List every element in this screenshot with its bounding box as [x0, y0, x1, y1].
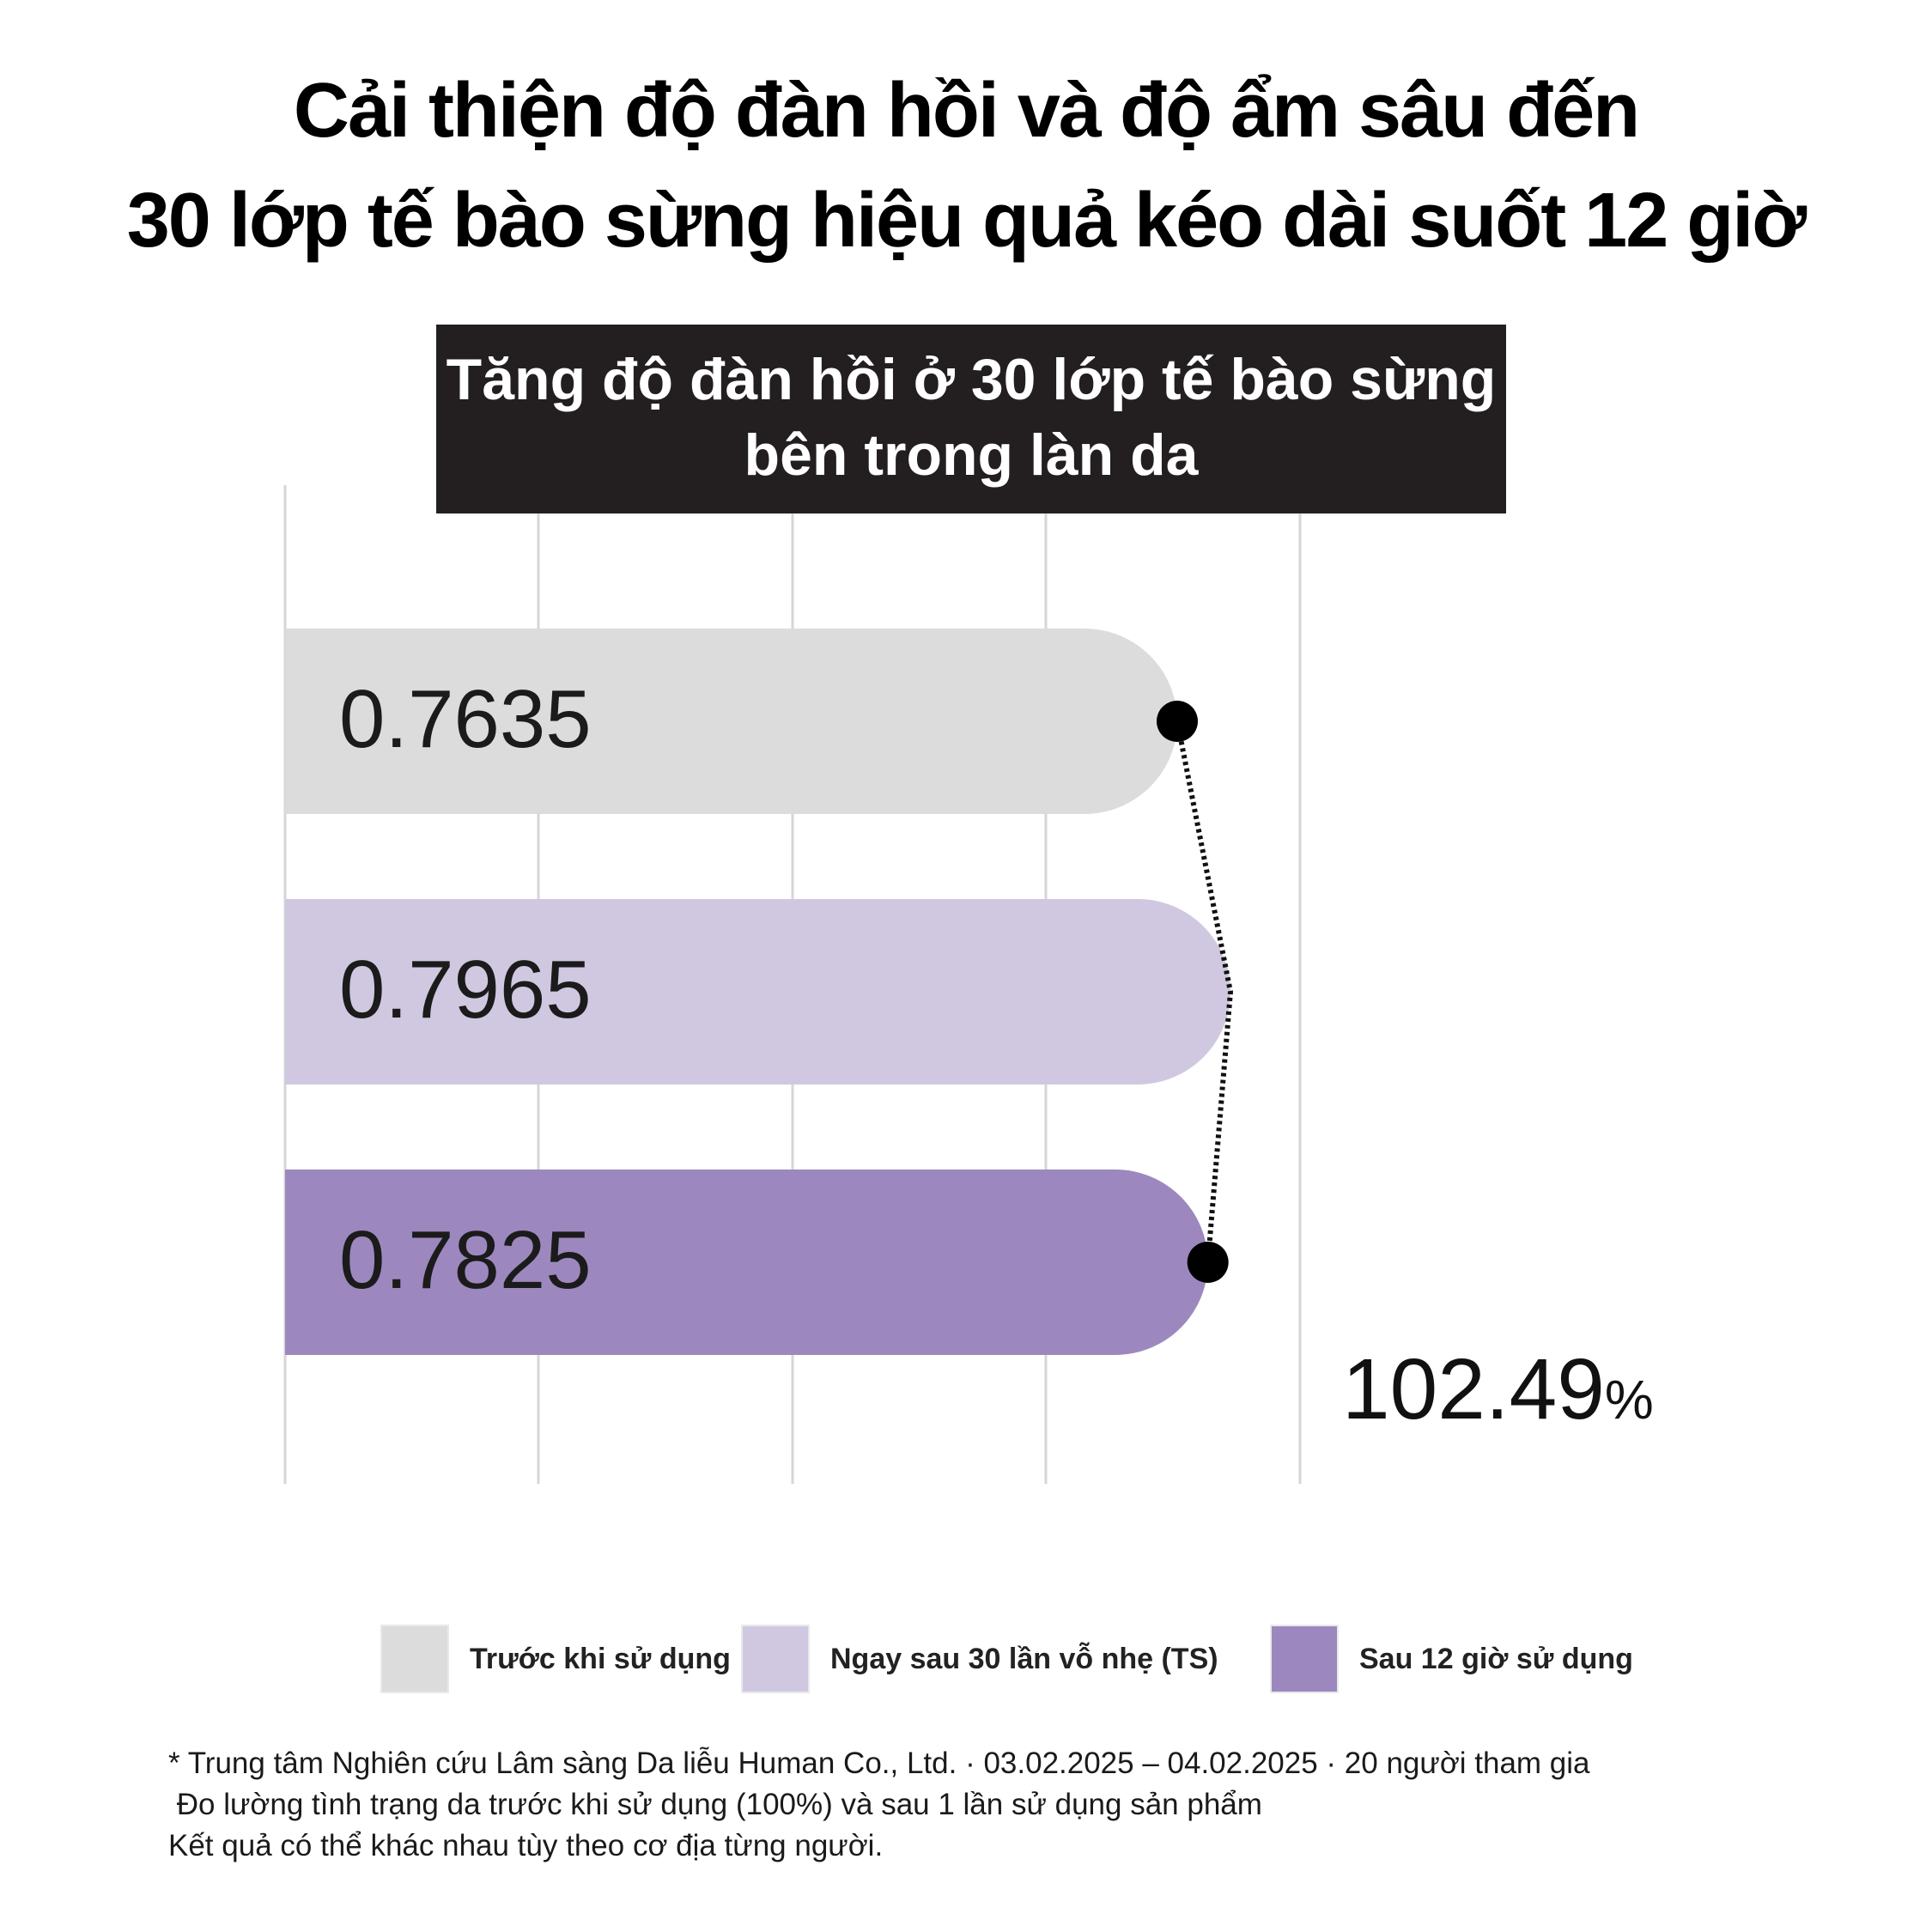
bar-2 [285, 1170, 1208, 1355]
chart-legend: Trước khi sử dụng Ngay sau 30 lần vỗ nhẹ… [0, 1623, 1932, 1695]
bar-value-label-2: 0.7825 [339, 1214, 592, 1306]
legend-swatch-before [380, 1625, 449, 1693]
footnote: * Trung tâm Nghiên cứu Lâm sàng Da liễu … [168, 1743, 1590, 1867]
bar-value-label-0: 0.7635 [339, 673, 592, 765]
headline-line-1: Cải thiện độ đàn hồi và độ ẩm sâu đến [293, 68, 1640, 154]
increase-annotation: 102.49% [1342, 1341, 1654, 1437]
legend-label-before: Trước khi sử dụng [470, 1642, 731, 1675]
chart-title-line-1: Tăng độ đàn hồi ở 30 lớp tế bào sừng [446, 347, 1497, 412]
bar-0 [285, 629, 1177, 814]
legend-item-before: Trước khi sử dụng [380, 1623, 731, 1695]
legend-swatch-after-12h [1270, 1625, 1339, 1693]
bar-value-label-1: 0.7965 [339, 944, 592, 1036]
headline-line-2: 30 lớp tế bào sừng hiệu quả kéo dài suốt… [126, 178, 1807, 264]
legend-item-immediately-after: Ngay sau 30 lần vỗ nhẹ (TS) [741, 1623, 1218, 1695]
chart-title-box: Tăng độ đàn hồi ở 30 lớp tế bào sừng bên… [436, 325, 1506, 513]
footnote-line-2: Đo lường tình trạng da trước khi sử dụng… [168, 1788, 1262, 1821]
footnote-line-1: * Trung tâm Nghiên cứu Lâm sàng Da liễu … [168, 1747, 1590, 1780]
footnote-line-3: Kết quả có thể khác nhau tùy theo cơ địa… [168, 1829, 884, 1862]
legend-swatch-immediately-after [741, 1625, 810, 1693]
bar-1 [285, 899, 1230, 1084]
connector-line [1175, 720, 1234, 1263]
chart-title-line-2: bên trong làn da [744, 422, 1199, 488]
legend-label-after-12h: Sau 12 giờ sử dụng [1359, 1642, 1633, 1675]
legend-item-after-12h: Sau 12 giờ sử dụng [1270, 1623, 1633, 1695]
bar-end-marker-2 [1187, 1242, 1229, 1283]
legend-label-immediately-after: Ngay sau 30 lần vỗ nhẹ (TS) [830, 1642, 1218, 1675]
bar-end-marker-0 [1157, 701, 1198, 742]
